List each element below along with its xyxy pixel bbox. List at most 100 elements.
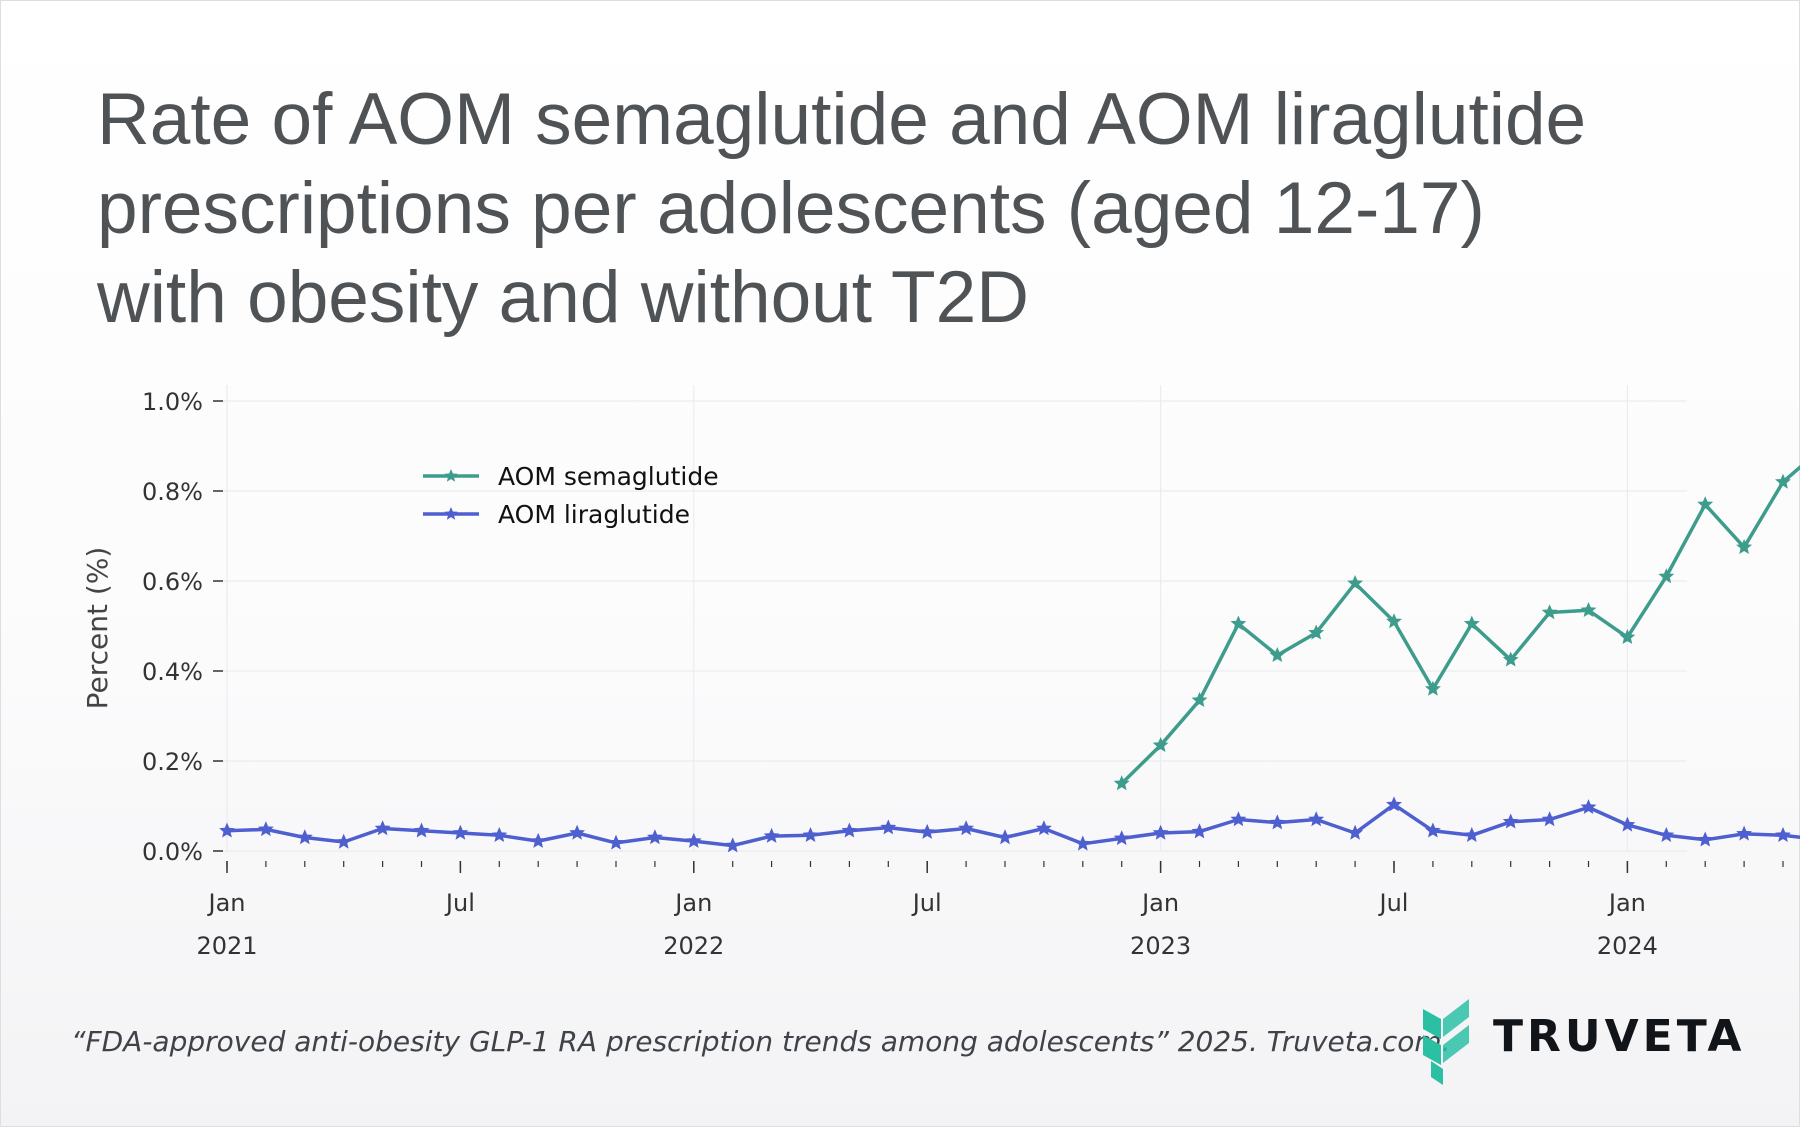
title-line-1: Rate of AOM semaglutide and AOM liraglut…: [97, 79, 1587, 160]
data-point-semaglutide: [1580, 602, 1597, 617]
data-point-liraglutide: [763, 827, 780, 843]
data-point-semaglutide: [1775, 473, 1791, 489]
data-point-liraglutide: [1580, 799, 1597, 815]
data-point-semaglutide: [1697, 496, 1714, 512]
data-point-liraglutide: [1347, 824, 1364, 840]
title-line-2: prescriptions per adolescents (aged 12-1…: [97, 168, 1485, 249]
x-tick-label-month: Jul: [911, 889, 942, 917]
series-line-semaglutide: [1120, 464, 1800, 785]
data-point-semaglutide: [1463, 615, 1480, 631]
y-tick-label: 1.0%: [142, 388, 203, 416]
data-point-liraglutide: [685, 832, 702, 848]
truveta-mark-icon: [1423, 999, 1469, 1085]
data-point-liraglutide: [1230, 811, 1247, 827]
x-tick-label-month: Jul: [1378, 889, 1409, 917]
data-point-semaglutide: [1541, 604, 1558, 620]
legend: AOM semaglutide AOM liraglutide: [423, 462, 719, 529]
data-point-semaglutide: [1619, 629, 1636, 644]
truveta-logo[interactable]: TRUVETA: [1419, 995, 1749, 1087]
data-point-semaglutide: [1269, 647, 1286, 662]
data-point-liraglutide: [1269, 814, 1286, 830]
data-point-semaglutide: [1658, 568, 1675, 584]
data-point-liraglutide: [452, 824, 469, 840]
data-point-liraglutide: [802, 827, 819, 842]
brand-wordmark: TRUVETA: [1493, 1011, 1746, 1062]
data-point-liraglutide: [880, 819, 897, 835]
legend-label: AOM semaglutide: [498, 462, 719, 491]
data-point-liraglutide: [257, 821, 274, 837]
data-point-liraglutide: [1074, 835, 1091, 851]
data-point-liraglutide: [608, 834, 624, 850]
logo-chevron-bottom-right: [1443, 1025, 1469, 1063]
y-tick-label: 0.8%: [142, 478, 203, 506]
series-line-liraglutide: [226, 802, 1800, 848]
y-axis-label: Percent (%): [81, 547, 114, 710]
data-point-liraglutide: [1619, 816, 1636, 832]
data-point-liraglutide: [530, 832, 547, 848]
x-tick-label-year: 2021: [196, 932, 257, 960]
x-tick-label-year: 2023: [1130, 932, 1191, 960]
x-tick-label-year: 2022: [663, 932, 724, 960]
y-tick-label: 0.6%: [142, 568, 203, 596]
x-tick-label-year: 2024: [1597, 932, 1658, 960]
data-point-liraglutide: [219, 822, 235, 838]
data-point-liraglutide: [1658, 827, 1675, 842]
x-tick-label-month: Jan: [1140, 889, 1179, 917]
data-point-liraglutide: [374, 820, 391, 836]
data-point-semaglutide: [1386, 613, 1402, 629]
data-point-semaglutide: [1191, 692, 1208, 707]
title-line-3: with obesity and without T2D: [97, 257, 1029, 338]
legend-swatch-marker: [444, 469, 458, 482]
data-point-liraglutide: [919, 823, 936, 839]
data-point-liraglutide: [1386, 796, 1402, 812]
logo-chevron-top-right: [1443, 999, 1469, 1037]
y-tick-label: 0.4%: [142, 658, 203, 686]
citation-text: “FDA-approved anti-obesity GLP-1 RA pres…: [71, 1025, 1451, 1058]
data-point-liraglutide: [1697, 831, 1714, 847]
logo-stem: [1431, 1061, 1443, 1085]
data-point-liraglutide: [1775, 827, 1791, 842]
data-point-liraglutide: [1191, 823, 1208, 839]
data-point-semaglutide: [1502, 651, 1519, 667]
x-tick-label-month: Jan: [673, 889, 712, 917]
x-tick-label-month: Jan: [1607, 889, 1646, 917]
grid-lines: [223, 385, 1687, 852]
data-point-liraglutide: [1035, 820, 1052, 836]
logo-chevron-top: [1423, 1009, 1441, 1039]
legend-label: AOM liraglutide: [498, 500, 690, 529]
data-point-semaglutide: [1424, 680, 1441, 696]
data-point-liraglutide: [1113, 830, 1130, 846]
axes: 0.0% 0.2% 0.4% 0.6% 0.8% 1.0% Jan 2021 Jul Jan 202…: [81, 388, 1784, 960]
y-tick-label: 0.2%: [142, 748, 203, 776]
data-point-liraglutide: [296, 829, 313, 845]
data-point-semaglutide: [1152, 737, 1169, 752]
data-point-liraglutide: [491, 827, 508, 842]
data-point-liraglutide: [646, 829, 663, 845]
y-tick-label: 0.0%: [142, 838, 203, 866]
data-point-liraglutide: [1308, 811, 1325, 827]
data-point-liraglutide: [335, 833, 352, 849]
data-point-liraglutide: [1736, 825, 1753, 841]
data-point-liraglutide: [413, 822, 430, 838]
x-tick-label-month: Jan: [207, 889, 246, 917]
chart-title: Rate of AOM semaglutide and AOM liraglut…: [97, 75, 1757, 342]
data-point-liraglutide: [569, 824, 586, 840]
data-point-semaglutide: [1347, 575, 1364, 590]
data-point-semaglutide: [1113, 775, 1130, 791]
data-point-liraglutide: [1502, 813, 1519, 829]
data-point-liraglutide: [724, 837, 741, 853]
data-point-semaglutide: [1230, 615, 1247, 631]
data-point-semaglutide: [1736, 539, 1753, 554]
data-point-liraglutide: [1152, 824, 1169, 840]
data-point-liraglutide: [1541, 811, 1558, 827]
data-point-semaglutide: [1308, 624, 1325, 640]
data-point-liraglutide: [841, 822, 858, 838]
logo-chevron-bottom: [1423, 1035, 1441, 1065]
legend-swatch-marker: [444, 507, 458, 520]
series-layer: [219, 464, 1800, 853]
data-point-liraglutide: [1424, 822, 1441, 838]
data-point-liraglutide: [997, 829, 1013, 845]
x-tick-label-month: Jul: [444, 889, 475, 917]
